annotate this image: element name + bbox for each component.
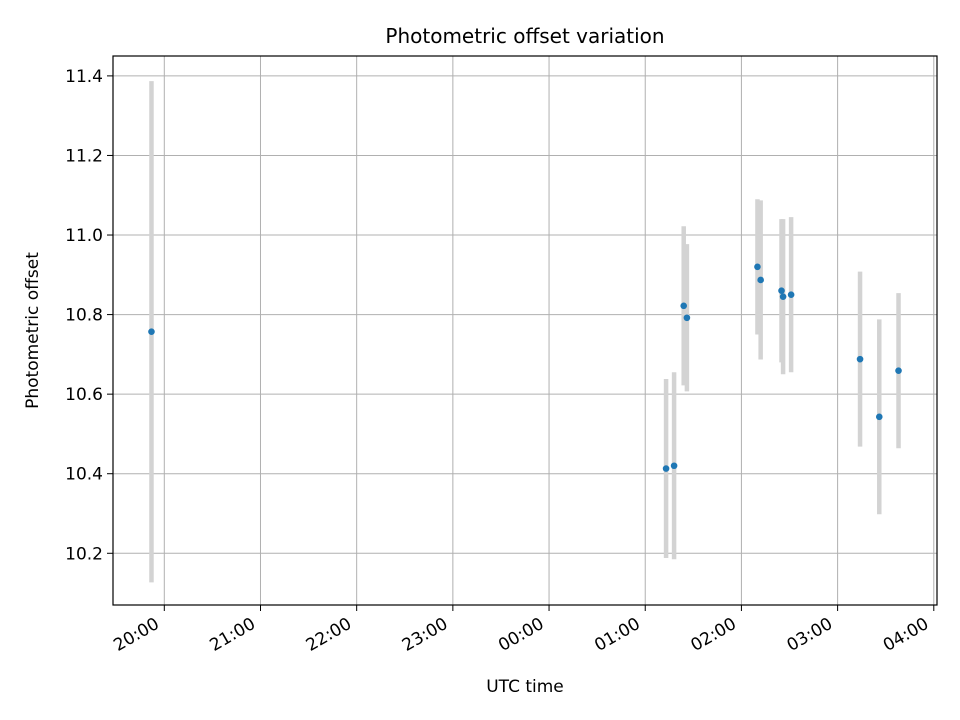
y-axis-label: Photometric offset (23, 252, 43, 409)
data-point (754, 263, 761, 271)
y-tick-label: 10.8 (65, 306, 103, 326)
data-point (662, 465, 670, 472)
y-tick-label: 10.4 (65, 465, 103, 485)
x-tick-label: 23:00 (399, 614, 451, 656)
plot-frame (112, 55, 938, 606)
data-point (875, 413, 883, 421)
y-tick-label: 11.0 (65, 226, 103, 246)
y-axis-ticks: 10.2 10.4 10.6 10.8 11.0 11.2 11.4 (65, 67, 113, 564)
y-tick-label: 10.2 (65, 544, 103, 564)
x-tick-label: 00:00 (495, 614, 547, 656)
data-points (148, 263, 902, 472)
error-bars (149, 81, 901, 583)
data-point (683, 314, 691, 322)
x-tick-label: 03:00 (784, 614, 836, 656)
y-tick-label: 10.6 (65, 385, 103, 405)
data-point (757, 276, 764, 284)
x-tick-label: 20:00 (110, 614, 162, 656)
chart-title: Photometric offset variation (385, 24, 664, 48)
grid (113, 56, 937, 605)
x-tick-label: 21:00 (207, 614, 259, 656)
data-point (778, 287, 785, 295)
data-point (148, 328, 155, 335)
x-axis-ticks: 20:00 21:00 22:00 23:00 00:00 01:00 02:00 03:00… (110, 605, 935, 656)
x-tick-label: 01:00 (591, 614, 643, 656)
y-tick-label: 11.2 (65, 146, 103, 166)
data-point (856, 355, 864, 363)
x-axis-label: UTC time (486, 677, 564, 697)
y-tick-label: 11.4 (65, 67, 103, 87)
data-point (779, 293, 787, 300)
data-point (670, 462, 678, 470)
x-tick-label: 02:00 (687, 614, 739, 656)
data-point (787, 291, 795, 298)
data-point (895, 367, 902, 374)
x-tick-label: 22:00 (303, 614, 355, 656)
data-point (680, 302, 688, 310)
x-tick-label: 04:00 (880, 614, 932, 656)
